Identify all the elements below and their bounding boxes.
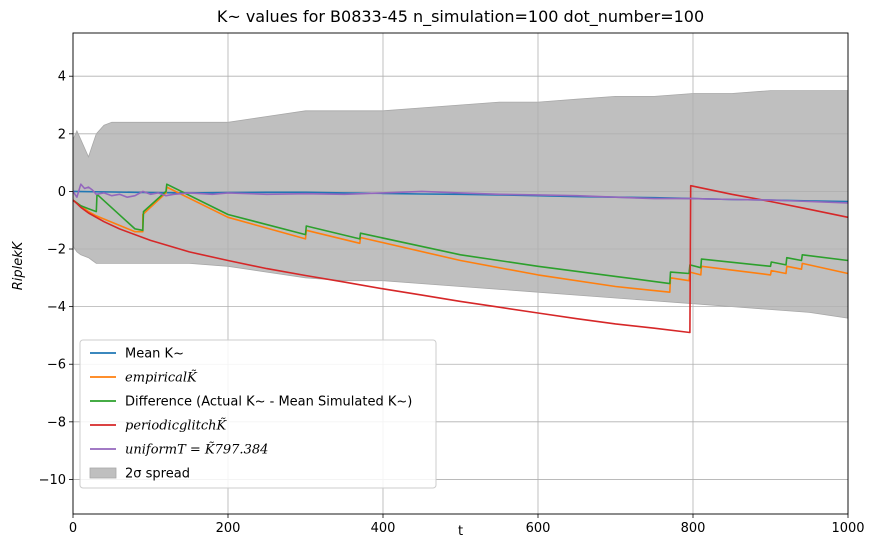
legend-entry-1: empiricalK̃ bbox=[125, 369, 198, 385]
y-tick-label: −10 bbox=[39, 473, 66, 488]
x-tick-label: 400 bbox=[371, 521, 396, 536]
legend-entry-2: Difference (Actual K~ - Mean Simulated K… bbox=[125, 395, 412, 410]
legend-entry-0: Mean K~ bbox=[125, 347, 184, 362]
y-tick-label: −2 bbox=[47, 243, 66, 258]
series-line-3 bbox=[72, 184, 849, 334]
legend-box bbox=[79, 339, 437, 489]
y-tick-label: −6 bbox=[47, 358, 66, 373]
legend: Mean K~ empiricalK̃ Difference (Actual K~ … bbox=[79, 339, 437, 489]
y-tick-label: 0 bbox=[58, 185, 66, 200]
y-tick-label: −4 bbox=[47, 300, 66, 315]
legend-entry-3: periodicglitchK̃ bbox=[125, 417, 227, 433]
x-tick-label: 800 bbox=[681, 521, 706, 536]
axes-frame bbox=[72, 32, 849, 515]
legend-entry-4: uniformT = K̃797.384 bbox=[125, 441, 268, 457]
series-layer bbox=[72, 183, 849, 334]
y-tick-label: 2 bbox=[58, 127, 66, 142]
chart-title: K~ values for B0833-45 n_simulation=100 … bbox=[217, 7, 704, 27]
series-line-4 bbox=[72, 183, 849, 204]
axes-layer bbox=[72, 32, 849, 515]
y-tick-label: 4 bbox=[58, 70, 66, 85]
x-tick-label: 600 bbox=[526, 521, 551, 536]
x-tick-label: 200 bbox=[216, 521, 241, 536]
x-tick-label: 1000 bbox=[831, 521, 864, 536]
legend-entry-band: 2σ spread bbox=[125, 467, 190, 482]
ticks-layer: 0 200 400 600 800 1000 −10 −8 −6 −4 −2 0 2 4 bbox=[39, 70, 865, 536]
y-tick-label: −8 bbox=[47, 415, 66, 430]
y-axis-label: RiplekK bbox=[11, 240, 26, 290]
series-line-2 bbox=[72, 183, 849, 285]
x-axis-label: t bbox=[458, 524, 463, 539]
x-tick-label: 0 bbox=[69, 521, 77, 536]
series-line-1 bbox=[72, 186, 849, 294]
legend-swatch-band bbox=[89, 467, 117, 479]
